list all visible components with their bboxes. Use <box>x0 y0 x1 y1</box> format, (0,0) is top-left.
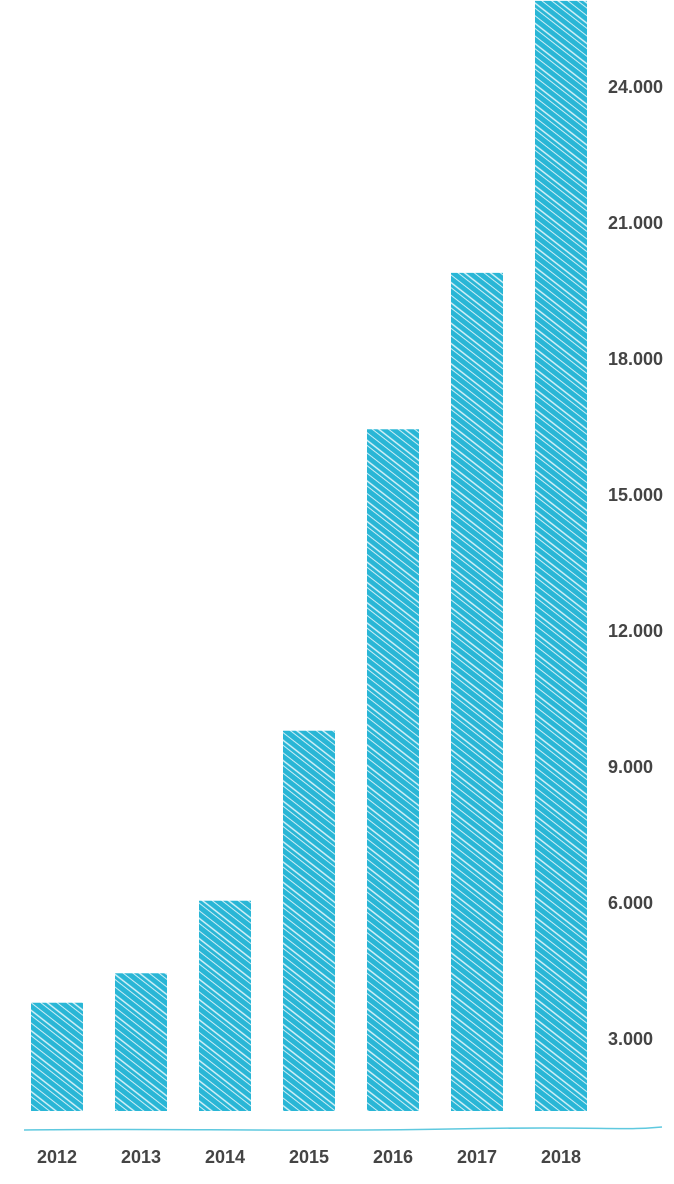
bar-2016 <box>367 429 419 1111</box>
y-tick-label: 15.000 <box>608 485 663 505</box>
x-axis-baseline <box>23 1126 663 1131</box>
y-tick-label: 18.000 <box>608 349 663 369</box>
bar-2017 <box>451 272 503 1111</box>
y-tick-label: 9.000 <box>608 757 653 777</box>
x-axis: 2012 2013 2014 2015 2016 2017 2018 <box>37 1147 581 1167</box>
x-tick-label: 2014 <box>205 1147 245 1167</box>
x-tick-label: 2016 <box>373 1147 413 1167</box>
bar-2018 <box>535 0 587 1111</box>
x-tick-label: 2012 <box>37 1147 77 1167</box>
bars-group <box>31 0 587 1111</box>
y-tick-label: 12.000 <box>608 621 663 641</box>
y-tick-label: 6.000 <box>608 893 653 913</box>
bar-2014 <box>199 900 251 1111</box>
y-tick-label: 3.000 <box>608 1029 653 1049</box>
y-axis: 3.000 6.000 9.000 12.000 15.000 18.000 21.000 2… <box>608 77 663 1049</box>
x-tick-label: 2015 <box>289 1147 329 1167</box>
bar-2013 <box>115 973 167 1111</box>
x-tick-label: 2018 <box>541 1147 581 1167</box>
x-tick-label: 2013 <box>121 1147 161 1167</box>
bar-2012 <box>31 1002 83 1111</box>
y-tick-label: 21.000 <box>608 213 663 233</box>
x-tick-label: 2017 <box>457 1147 497 1167</box>
bar-2015 <box>283 730 335 1111</box>
y-tick-label: 24.000 <box>608 77 663 97</box>
